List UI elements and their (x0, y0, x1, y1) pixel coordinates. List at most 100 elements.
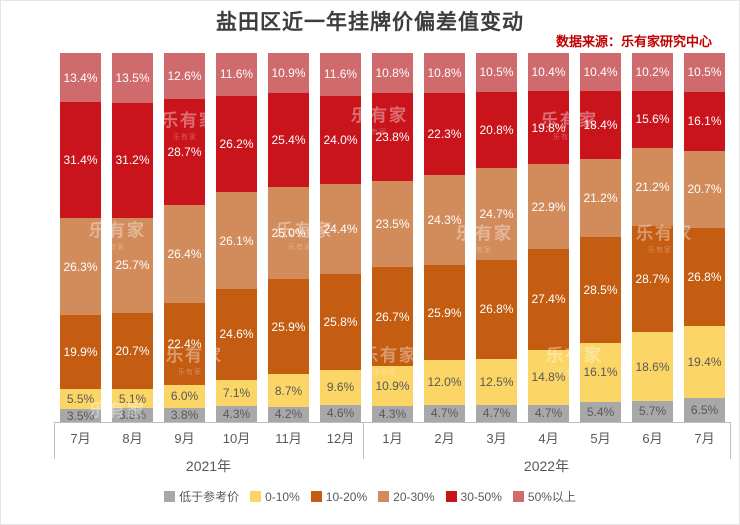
x-axis-month-label: 1月 (382, 431, 403, 446)
segment-value-label: 25.9% (427, 305, 462, 320)
bar-segment: 4.7% (476, 404, 517, 422)
segment-value-label: 10.5% (687, 65, 722, 80)
x-axis-month-label: 2月 (434, 431, 455, 446)
segment-value-label: 5.4% (586, 405, 615, 419)
bar-segment: 26.2% (216, 95, 257, 193)
year-group-2022: 2022年 (523, 458, 570, 474)
bar-segment: 12.5% (476, 358, 517, 405)
segment-value-label: 26.8% (479, 302, 514, 317)
segment-value-label: 5.7% (638, 404, 667, 419)
segment-value-label: 4.2% (274, 407, 303, 422)
x-axis-month-label: 9月 (174, 431, 195, 446)
bar-column: 10.8% 22.3% 24.3% 25.9% 12.0% 4.7% (424, 53, 465, 422)
segment-value-label: 8.7% (274, 383, 303, 398)
segment-value-label: 4.3% (222, 406, 251, 421)
bar-segment: 4.3% (216, 405, 257, 422)
bar-segment: 11.6% (320, 53, 361, 96)
legend-swatch (512, 491, 524, 502)
bar-segment: 15.6% (632, 90, 673, 149)
bar-segment: 6.5% (684, 397, 725, 422)
segment-value-label: 6.5% (690, 402, 719, 417)
segment-value-label: 16.1% (687, 114, 722, 129)
bar-segment: 26.1% (216, 192, 257, 289)
legend-item: 0-10% (250, 490, 300, 504)
bar-segment: 25.8% (320, 274, 361, 370)
segment-value-label: 5.5% (66, 391, 95, 406)
segment-value-label: 28.5% (583, 283, 618, 298)
bar-segment: 5.7% (632, 400, 673, 422)
segment-value-label: 10.8% (427, 65, 462, 80)
bar-column: 10.4% 18.4% 21.2% 28.5% 16.1% 5.4% (580, 53, 621, 422)
segment-value-label: 21.2% (583, 191, 618, 206)
x-axis-month-label: 4月 (538, 431, 559, 446)
legend-label: 50%以上 (527, 490, 576, 504)
bar-column: 10.5% 20.8% 24.7% 26.8% 12.5% 4.7% (476, 53, 517, 422)
segment-value-label: 7.1% (222, 385, 251, 400)
segment-value-label: 5.1% (118, 391, 147, 406)
segment-value-label: 12.5% (479, 374, 514, 389)
bar-segment: 10.2% (632, 53, 673, 91)
segment-value-label: 10.9% (271, 66, 306, 81)
bar-segment: 26.7% (372, 267, 413, 366)
bar-segment: 4.7% (424, 404, 465, 422)
bar-segment: 7.1% (216, 379, 257, 406)
legend-item: 20-30% (378, 489, 435, 504)
segment-value-label: 4.6% (326, 406, 355, 421)
bar-segment: 24.6% (216, 288, 257, 380)
bar-segment: 28.5% (580, 237, 621, 343)
bar-segment: 13.5% (112, 53, 153, 103)
bar-segment: 25.9% (268, 279, 309, 375)
chart-title: 盐田区近一年挂牌价偏差值变动 (216, 11, 524, 34)
segment-value-label: 10.5% (479, 65, 514, 80)
segment-value-label: 26.3% (63, 259, 98, 274)
bar-segment: 13.4% (60, 53, 101, 103)
segment-value-label: 28.7% (167, 145, 202, 160)
bar-segment: 10.8% (372, 53, 413, 93)
bar-segment: 20.7% (684, 151, 725, 228)
segment-value-label: 10.2% (635, 64, 670, 79)
bar-segment: 18.4% (580, 91, 621, 160)
bar-segment: 6.0% (164, 385, 205, 408)
segment-value-label: 12.6% (167, 69, 202, 84)
segment-value-label: 4.3% (378, 407, 407, 422)
segment-value-label: 10.4% (531, 65, 566, 80)
segment-value-label: 27.4% (531, 292, 566, 307)
segment-value-label: 24.3% (427, 212, 462, 227)
bar-column: 10.8% 23.8% 23.5% 26.7% 10.9% 4.3% (372, 53, 413, 422)
legend-label: 10-20% (325, 489, 368, 504)
bar-segment: 12.6% (164, 53, 205, 100)
bar-segment: 22.3% (424, 92, 465, 176)
bar-segment: 10.4% (528, 53, 569, 92)
bar-segment: 19.8% (528, 91, 569, 165)
segment-value-label: 21.2% (635, 180, 670, 195)
bar-segment: 19.9% (60, 315, 101, 389)
segment-value-label: 6.0% (170, 389, 199, 404)
segment-value-label: 22.9% (531, 199, 566, 214)
segment-value-label: 24.7% (479, 207, 514, 222)
bar-segment: 19.4% (684, 326, 725, 398)
bar-segment: 8.7% (268, 374, 309, 407)
bar-segment: 31.4% (60, 102, 101, 219)
bar-segment: 24.0% (320, 95, 361, 185)
bar-segment: 22.4% (164, 302, 205, 386)
bar-segment: 26.3% (60, 218, 101, 316)
x-axis-month-label: 11月 (275, 431, 302, 446)
bar-segment: 28.7% (164, 99, 205, 206)
bar-column: 10.5% 16.1% 20.7% 26.8% 19.4% 6.5% (684, 53, 725, 422)
segment-value-label: 24.6% (219, 327, 254, 342)
bar-segment: 11.6% (216, 53, 257, 96)
segment-value-label: 26.8% (687, 269, 722, 284)
legend-item: 低于参考价 (164, 488, 239, 505)
legend-label: 20-30% (393, 489, 435, 504)
segment-value-label: 3.8% (118, 407, 147, 422)
segment-value-label: 18.6% (635, 359, 670, 374)
bar-segment: 4.7% (528, 404, 569, 422)
segment-value-label: 10.9% (375, 378, 410, 393)
bar-segment: 5.4% (580, 402, 621, 422)
segment-value-label: 25.8% (323, 314, 358, 329)
segment-value-label: 25.0% (271, 225, 306, 240)
segment-value-label: 4.7% (430, 406, 459, 421)
bar-segment: 24.3% (424, 175, 465, 265)
segment-value-label: 11.6% (323, 67, 358, 82)
bar-column: 10.4% 19.8% 22.9% 27.4% 14.8% 4.7% (528, 53, 569, 422)
